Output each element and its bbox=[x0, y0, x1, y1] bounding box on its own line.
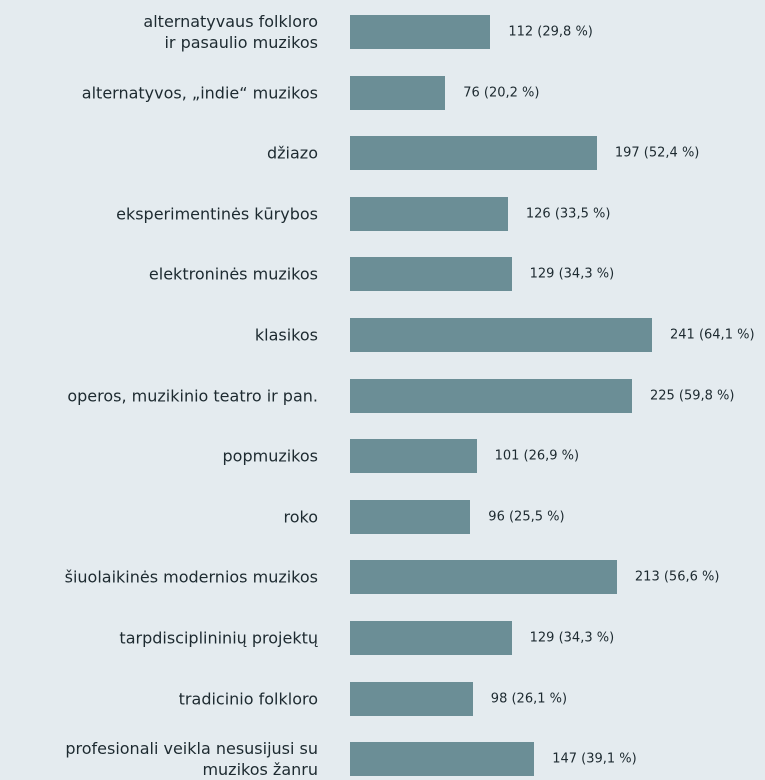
bar bbox=[350, 196, 508, 231]
category-label: šiuolaikinės modernios muzikos bbox=[64, 567, 318, 587]
value-label: 96 (25,5 %) bbox=[488, 509, 565, 525]
bar bbox=[350, 742, 535, 777]
category-label: elektroninės muzikos bbox=[148, 264, 318, 284]
bar bbox=[350, 560, 617, 595]
category-label: tradicinio folkloro bbox=[178, 689, 318, 709]
bar bbox=[350, 136, 597, 171]
value-label: 101 (26,9 %) bbox=[494, 448, 580, 464]
bar bbox=[350, 499, 471, 534]
bar bbox=[350, 378, 632, 413]
bar bbox=[350, 681, 473, 716]
category-label: klasikos bbox=[254, 325, 318, 345]
category-label: roko bbox=[283, 507, 319, 527]
value-label: 197 (52,4 %) bbox=[614, 145, 700, 161]
category-label: tarpdisciplininių projektų bbox=[119, 628, 318, 648]
bar bbox=[350, 75, 446, 110]
category-label: džiazo bbox=[267, 143, 318, 163]
value-label: 98 (26,1 %) bbox=[490, 691, 568, 707]
category-label: operos, muzikinio teatro ir pan. bbox=[67, 386, 318, 406]
bar bbox=[350, 318, 652, 352]
category-label: alternatyvos, „indie“ muzikos bbox=[81, 83, 318, 103]
bar bbox=[350, 15, 491, 49]
bar bbox=[350, 621, 512, 655]
value-label: 129 (34,3 %) bbox=[529, 630, 615, 646]
bar bbox=[350, 257, 512, 292]
category-label: eksperimentinės kūrybos bbox=[116, 204, 318, 224]
category-label: alternatyvaus folkloro ir pasaulio muzik… bbox=[143, 12, 318, 52]
value-label: 129 (34,3 %) bbox=[529, 266, 615, 282]
value-label: 147 (39,1 %) bbox=[552, 751, 637, 767]
value-label: 76 (20,2 %) bbox=[463, 85, 540, 101]
value-label: 112 (29,8 %) bbox=[508, 24, 593, 40]
bar bbox=[350, 439, 477, 474]
value-label: 225 (59,8 %) bbox=[649, 388, 735, 404]
value-label: 241 (64,1 %) bbox=[670, 327, 755, 343]
value-label: 213 (56,6 %) bbox=[634, 569, 720, 585]
category-label: popmuzikos bbox=[222, 446, 319, 466]
value-label: 126 (33,5 %) bbox=[525, 206, 611, 222]
